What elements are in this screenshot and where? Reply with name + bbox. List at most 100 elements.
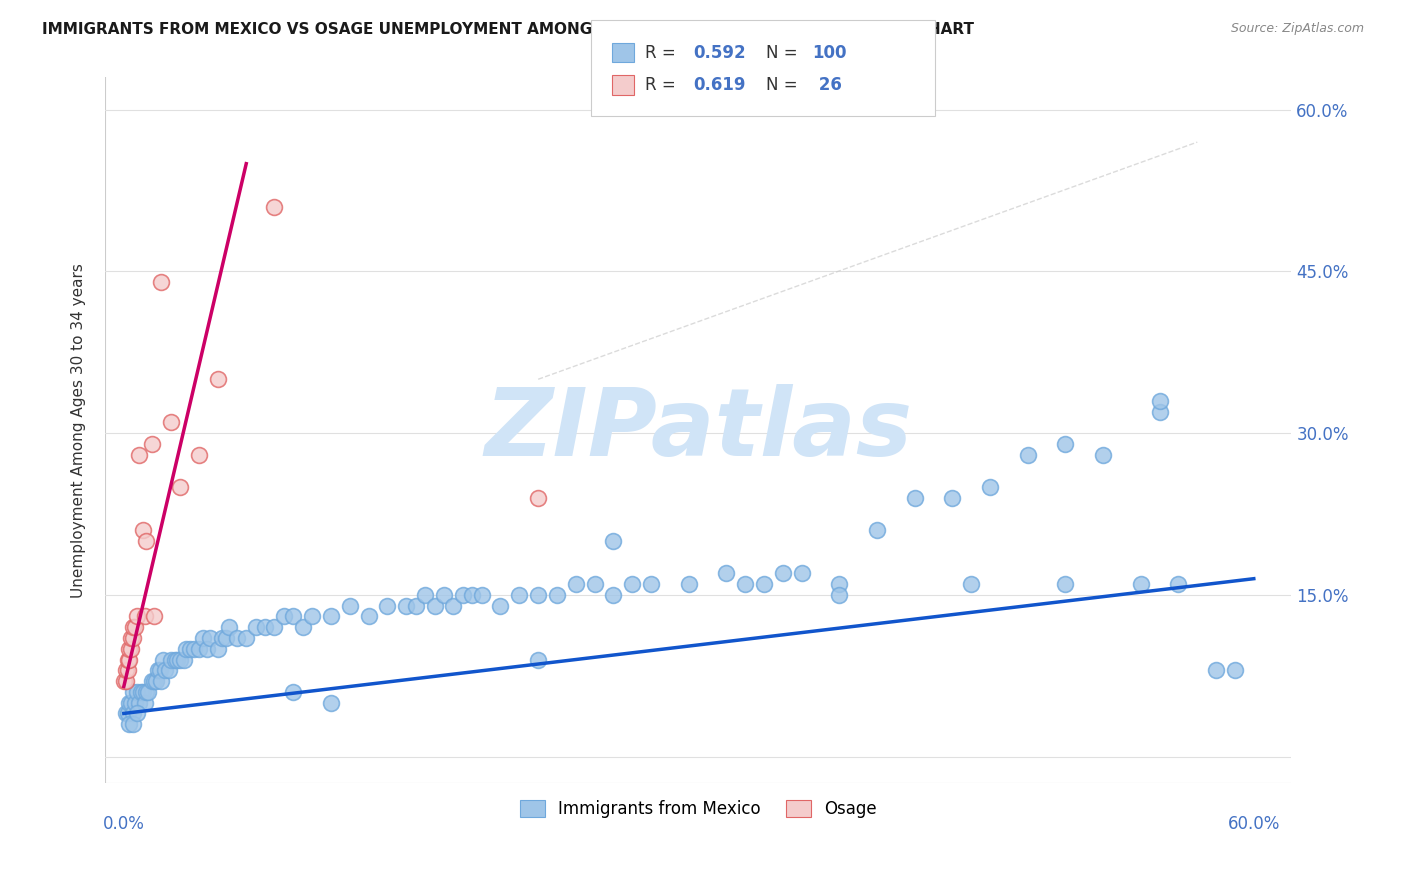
Point — [283, 609, 305, 624]
Point — [155, 663, 177, 677]
Point — [129, 685, 152, 699]
Point — [174, 641, 197, 656]
Text: IMMIGRANTS FROM MEXICO VS OSAGE UNEMPLOYMENT AMONG AGES 30 TO 34 YEARS CORRELATI: IMMIGRANTS FROM MEXICO VS OSAGE UNEMPLOY… — [42, 22, 974, 37]
Point — [583, 577, 606, 591]
Point — [828, 577, 851, 591]
Point — [141, 674, 163, 689]
Point — [291, 620, 314, 634]
Point — [461, 588, 484, 602]
Point — [142, 609, 165, 624]
Point — [1017, 448, 1039, 462]
Point — [134, 696, 156, 710]
Point — [141, 437, 163, 451]
Point — [134, 609, 156, 624]
Point — [118, 641, 141, 656]
Point — [1167, 577, 1189, 591]
Point — [122, 717, 145, 731]
Point — [122, 631, 145, 645]
Point — [433, 588, 456, 602]
Text: 100: 100 — [813, 44, 848, 62]
Point — [160, 416, 183, 430]
Point — [489, 599, 512, 613]
Point — [1205, 663, 1227, 677]
Text: 0.592: 0.592 — [693, 44, 745, 62]
Point — [866, 523, 889, 537]
Point — [214, 631, 236, 645]
Point — [441, 599, 464, 613]
Point — [150, 275, 173, 289]
Point — [904, 491, 927, 505]
Point — [451, 588, 474, 602]
Point — [263, 200, 285, 214]
Point — [117, 706, 139, 721]
Point — [319, 609, 342, 624]
Point — [640, 577, 662, 591]
Point — [163, 652, 186, 666]
Point — [772, 566, 794, 581]
Point — [131, 523, 153, 537]
Point — [118, 717, 141, 731]
Point — [122, 685, 145, 699]
Point — [150, 674, 173, 689]
Point — [157, 663, 180, 677]
Point — [122, 620, 145, 634]
Point — [120, 631, 142, 645]
Point — [301, 609, 323, 624]
Text: 0.0%: 0.0% — [103, 815, 145, 833]
Point — [1092, 448, 1115, 462]
Point — [120, 641, 142, 656]
Point — [734, 577, 756, 591]
Point — [188, 448, 211, 462]
Point — [152, 652, 174, 666]
Point — [188, 641, 211, 656]
Point — [124, 620, 146, 634]
Point — [527, 652, 550, 666]
Point — [191, 631, 214, 645]
Point — [678, 577, 700, 591]
Point — [1054, 437, 1077, 451]
Point — [117, 652, 139, 666]
Point — [508, 588, 530, 602]
Text: 60.0%: 60.0% — [1227, 815, 1279, 833]
Point — [752, 577, 775, 591]
Point — [218, 620, 240, 634]
Point — [1054, 577, 1077, 591]
Point — [716, 566, 738, 581]
Point — [395, 599, 418, 613]
Point — [128, 696, 150, 710]
Point — [413, 588, 436, 602]
Y-axis label: Unemployment Among Ages 30 to 34 years: Unemployment Among Ages 30 to 34 years — [72, 263, 86, 598]
Point — [1149, 404, 1171, 418]
Point — [117, 663, 139, 677]
Point — [149, 663, 172, 677]
Point — [122, 706, 145, 721]
Text: 26: 26 — [813, 76, 842, 94]
Point — [136, 685, 159, 699]
Point — [828, 588, 851, 602]
Text: ZIPatlas: ZIPatlas — [484, 384, 912, 476]
Legend: Immigrants from Mexico, Osage: Immigrants from Mexico, Osage — [513, 793, 883, 824]
Point — [183, 641, 205, 656]
Point — [169, 652, 191, 666]
Point — [125, 685, 148, 699]
Point — [254, 620, 277, 634]
Point — [142, 674, 165, 689]
Point — [283, 685, 305, 699]
Point — [273, 609, 295, 624]
Point — [160, 652, 183, 666]
Point — [125, 609, 148, 624]
Point — [173, 652, 195, 666]
Point — [527, 588, 550, 602]
Point — [1223, 663, 1246, 677]
Point — [128, 448, 150, 462]
Point — [195, 641, 218, 656]
Point — [211, 631, 233, 645]
Point — [377, 599, 399, 613]
Point — [200, 631, 222, 645]
Text: N =: N = — [766, 44, 803, 62]
Point — [112, 674, 135, 689]
Point — [790, 566, 813, 581]
Point — [131, 685, 153, 699]
Point — [263, 620, 285, 634]
Point — [179, 641, 201, 656]
